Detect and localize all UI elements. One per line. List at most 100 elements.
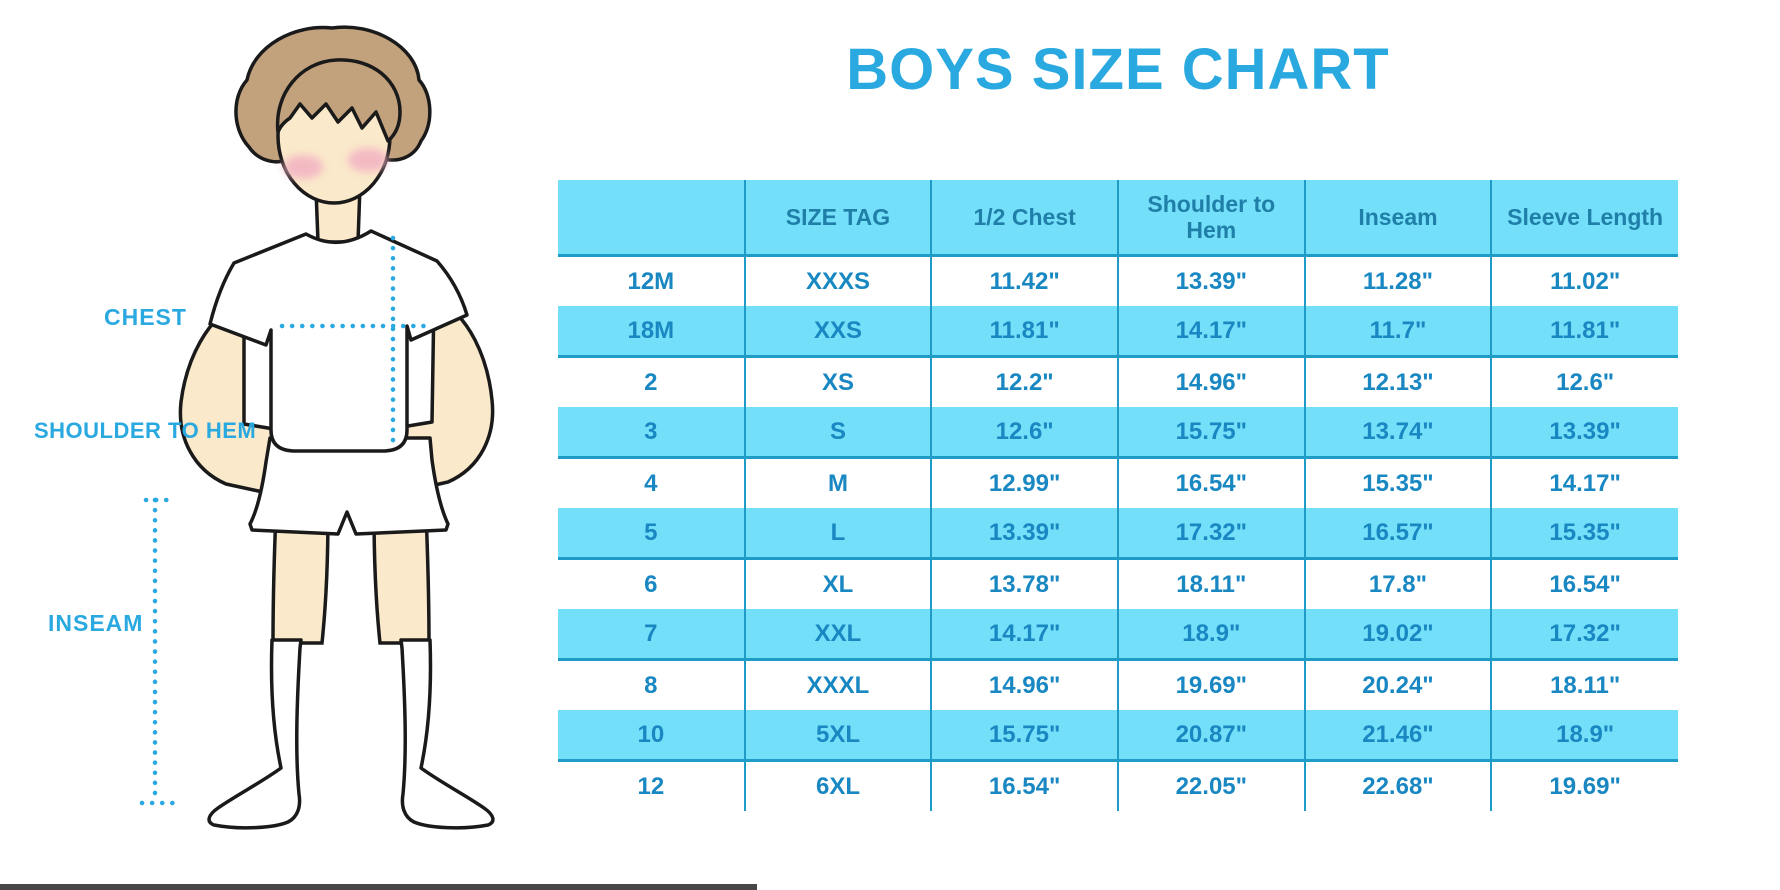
table-cell: 11.02"	[1490, 255, 1678, 306]
table-cell: 12	[637, 772, 665, 800]
table-cell: 17.32"	[1490, 609, 1678, 661]
table-cell: 11.28"	[1303, 255, 1492, 306]
table-cell: 7	[558, 609, 745, 661]
table-cell: 16.57"	[1303, 508, 1492, 560]
table-cell: 16.54"	[1490, 558, 1678, 609]
size-table-head-row: SIZE TAG 1/2 Chest Shoulder to Hem Inseam Sl…	[558, 180, 1678, 257]
table-cell: S	[743, 407, 932, 459]
column-header: Shoulder to Hem	[1116, 180, 1305, 257]
t-shirt	[208, 229, 469, 453]
table-cell: 16.54"	[1116, 457, 1305, 508]
table-cell: XL	[743, 558, 932, 609]
table-cell: 11.81"	[1490, 306, 1678, 358]
table-cell: 17.8"	[1303, 558, 1492, 609]
table-cell: 14.96"	[930, 659, 1118, 710]
table-cell: 13.74"	[1303, 407, 1492, 459]
left-sock	[207, 638, 303, 830]
table-cell: 4	[644, 469, 658, 497]
table-cell: 19.69"	[1116, 659, 1305, 710]
table-cell: 11.7"	[1303, 306, 1492, 358]
table-cell: 6XL	[743, 760, 932, 811]
hair-fringe	[275, 58, 402, 143]
table-cell: 13.39"	[930, 508, 1118, 560]
shoulder-to-hem-label: SHOULDER TO HEM	[34, 418, 257, 443]
table-cell: 12M	[627, 267, 675, 295]
table-cell: L	[743, 508, 932, 560]
page-title: BOYS SIZE CHART	[846, 37, 1390, 102]
table-row: 2 XS 12.2" 14.96" 12.13" 12.6"	[558, 356, 1678, 407]
table-cell: 13.78"	[930, 558, 1118, 609]
table-cell: 3	[558, 407, 745, 459]
table-row: 4 M 12.99" 16.54" 15.35" 14.17"	[558, 457, 1678, 508]
table-cell: 15.75"	[1116, 407, 1305, 459]
table-cell: M	[743, 457, 932, 508]
table-cell: 22.05"	[1116, 760, 1305, 811]
table-cell: 14.17"	[1490, 457, 1678, 508]
size-table-body: 12M XXXS 11.42" 13.39" 11.28" 11.02" 18M XXS 11.…	[558, 255, 1678, 811]
table-cell: 12.99"	[930, 457, 1118, 508]
table-cell: 20.87"	[1116, 710, 1305, 762]
table-cell: 18.11"	[1490, 659, 1678, 710]
table-cell: 15.35"	[1490, 508, 1678, 560]
table-cell: 20.24"	[1303, 659, 1492, 710]
blush-right	[348, 148, 388, 172]
table-cell: 18.9"	[1116, 609, 1305, 661]
chest-label: CHEST	[104, 304, 187, 330]
table-cell: 14.17"	[1116, 306, 1305, 358]
table-row: 8 XXXL 14.96" 19.69" 20.24" 18.11"	[558, 659, 1678, 710]
table-cell: 6	[644, 570, 658, 598]
bottom-bar	[0, 884, 757, 890]
right-sock	[399, 638, 495, 830]
table-cell: 17.32"	[1116, 508, 1305, 560]
table-row: 5 L 13.39" 17.32" 16.57" 15.35"	[558, 508, 1678, 560]
column-header	[558, 180, 745, 257]
table-cell: 8	[644, 671, 658, 699]
table-cell: 11.42"	[930, 255, 1118, 306]
table-cell: 12.2"	[930, 356, 1118, 407]
table-row: 7 XXL 14.17" 18.9" 19.02" 17.32"	[558, 609, 1678, 661]
table-cell: 12.6"	[930, 407, 1118, 459]
table-cell: 11.81"	[930, 306, 1118, 358]
size-chart-table: SIZE TAG 1/2 Chest Shoulder to Hem Inseam Sl…	[558, 180, 1678, 811]
table-cell: 18.9"	[1490, 710, 1678, 762]
table-cell: 5XL	[743, 710, 932, 762]
table-row: 12M XXXS 11.42" 13.39" 11.28" 11.02"	[558, 255, 1678, 306]
column-header: 1/2 Chest	[930, 180, 1118, 257]
inseam-label: INSEAM	[48, 610, 144, 636]
table-cell: 12.6"	[1490, 356, 1678, 407]
table-cell: XXL	[743, 609, 932, 661]
table-cell: 22.68"	[1303, 760, 1492, 811]
table-row: 12 6XL 16.54" 22.05" 22.68" 19.69"	[558, 760, 1678, 811]
boy-illustration	[139, 25, 495, 830]
table-cell: 15.75"	[930, 710, 1118, 762]
table-cell: 10	[558, 710, 745, 762]
table-cell: 13.39"	[1490, 407, 1678, 459]
blush-left	[283, 155, 323, 179]
table-row: 18M XXS 11.81" 14.17" 11.7" 11.81"	[558, 306, 1678, 358]
table-row: 3 S 12.6" 15.75" 13.74" 13.39"	[558, 407, 1678, 459]
table-cell: 21.46"	[1303, 710, 1492, 762]
table-cell: 19.02"	[1303, 609, 1492, 661]
column-header: SIZE TAG	[743, 180, 932, 257]
left-thigh	[271, 510, 330, 645]
table-cell: 2	[644, 368, 658, 396]
table-cell: 18M	[558, 306, 745, 358]
table-cell: 5	[558, 508, 745, 560]
column-header: Sleeve Length	[1490, 180, 1678, 257]
table-cell: XS	[743, 356, 932, 407]
table-cell: XXXS	[743, 255, 932, 306]
table-cell: 12.13"	[1303, 356, 1492, 407]
table-cell: 16.54"	[930, 760, 1118, 811]
table-cell: 14.17"	[930, 609, 1118, 661]
table-row: 6 XL 13.78" 18.11" 17.8" 16.54"	[558, 558, 1678, 609]
table-cell: 15.35"	[1303, 457, 1492, 508]
right-thigh	[372, 510, 431, 645]
table-cell: XXXL	[743, 659, 932, 710]
column-header: Inseam	[1303, 180, 1492, 257]
shorts	[248, 436, 450, 536]
table-cell: XXS	[743, 306, 932, 358]
table-cell: 13.39"	[1116, 255, 1305, 306]
table-cell: 18.11"	[1116, 558, 1305, 609]
table-cell: 14.96"	[1116, 356, 1305, 407]
table-cell: 19.69"	[1490, 760, 1678, 811]
